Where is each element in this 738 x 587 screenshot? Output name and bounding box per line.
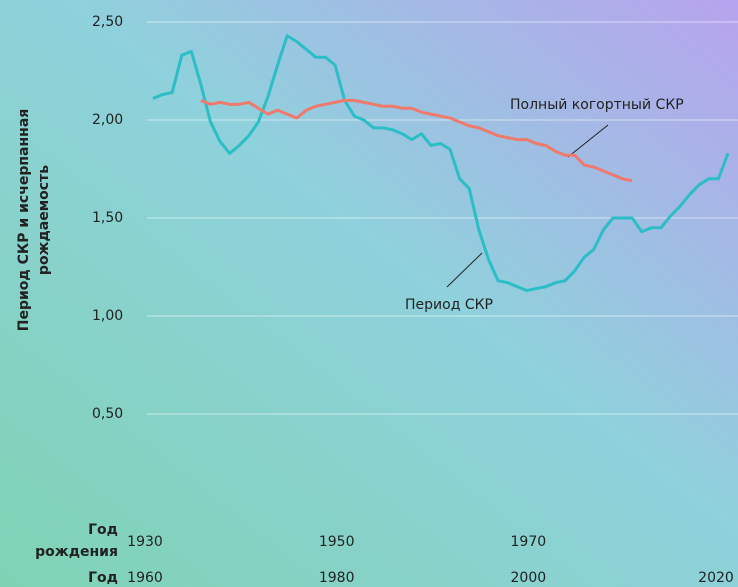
y-tick-label: 1,00 xyxy=(92,308,123,324)
x2-label: Год xyxy=(88,522,118,538)
y-label-line: рождаемость xyxy=(36,165,52,275)
y-tick-label: 1,50 xyxy=(92,210,123,226)
y-tick-label: 2,00 xyxy=(92,112,123,128)
x2-tick-label: 1930 xyxy=(127,534,163,550)
x-label: Год xyxy=(88,570,118,586)
y-tick-label: 2,50 xyxy=(92,14,123,30)
series-annotation: Период СКР xyxy=(405,297,493,313)
x2-tick-label: 1950 xyxy=(319,534,355,550)
series-line xyxy=(152,34,730,293)
leader-line xyxy=(446,252,483,288)
x-tick-label: 2000 xyxy=(511,570,547,586)
x-tick-label: 1960 xyxy=(127,570,163,586)
series-line xyxy=(200,98,633,183)
y-label-line: Период СКР и исчерпанная xyxy=(16,109,32,332)
x2-label: рождения xyxy=(35,544,118,560)
y-tick-label: 0,50 xyxy=(92,406,123,422)
leader-line xyxy=(567,124,609,158)
x-tick-label: 1980 xyxy=(319,570,355,586)
x-tick-label: 2020 xyxy=(698,570,734,586)
y-axis-label: Период СКР и исчерпанная рождаемость xyxy=(16,109,52,332)
x2-tick-label: 1970 xyxy=(511,534,547,550)
series-annotation: Полный когортный СКР xyxy=(510,97,684,113)
